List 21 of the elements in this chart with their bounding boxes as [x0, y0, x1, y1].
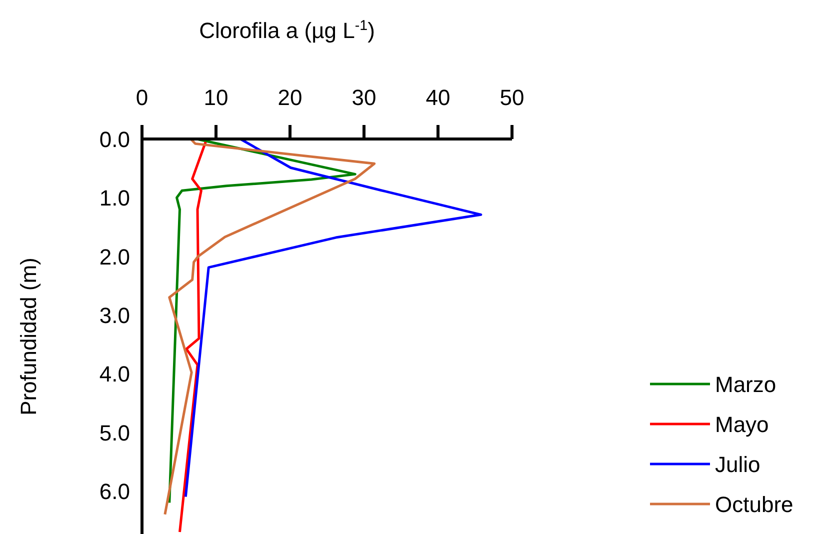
y-tick-label: 2.0	[99, 244, 130, 270]
x-tick-label: 50	[500, 85, 524, 110]
y-tick-label: 4.0	[99, 362, 130, 387]
y-tick-label: 1.0	[99, 186, 130, 211]
line-series	[184, 138, 482, 498]
legend-label: Octubre	[715, 492, 794, 517]
legend-label: Marzo	[715, 372, 776, 397]
y-axis-title: Profundidad (m)	[16, 258, 41, 416]
x-tick-label: 20	[278, 85, 302, 110]
x-tick-label: 0	[136, 85, 148, 110]
y-tick-label: 5.0	[99, 420, 130, 446]
y-tick-label: 0.0	[99, 127, 130, 152]
line-series	[178, 140, 207, 534]
y-tick-label: 6.0	[99, 478, 130, 504]
x-tick-label: 30	[352, 85, 376, 110]
x-tick-label: 40	[426, 85, 450, 110]
legend-label: Mayo	[715, 412, 769, 437]
x-axis-title: Clorofila a (µg L$^{-1}$)	[199, 18, 375, 43]
legend-label: Julio	[715, 452, 760, 477]
x-tick-label: 10	[204, 85, 228, 110]
y-tick-label: 3.0	[99, 302, 130, 328]
